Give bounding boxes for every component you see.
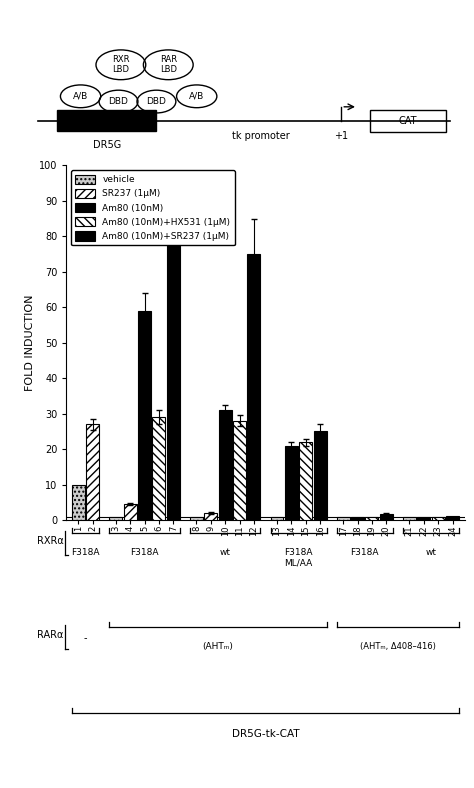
Bar <box>271 517 283 520</box>
Bar <box>219 410 232 520</box>
Bar <box>370 110 446 132</box>
Bar <box>190 517 203 520</box>
Text: DBD: DBD <box>146 97 166 106</box>
Text: -: - <box>84 633 87 642</box>
Bar <box>57 110 156 132</box>
Text: (AHTₘ, Δ408–416): (AHTₘ, Δ408–416) <box>360 642 436 651</box>
Bar <box>124 504 137 520</box>
Text: wt: wt <box>219 548 231 557</box>
Bar <box>247 254 260 520</box>
Legend: vehicle, SR237 (1μM), Am80 (10nM), Am80 (10nM)+HX531 (1μM), Am80 (10nM)+SR237 (1: vehicle, SR237 (1μM), Am80 (10nM), Am80 … <box>71 170 235 245</box>
Bar <box>285 446 298 520</box>
Text: RARα: RARα <box>37 630 64 640</box>
Bar <box>432 517 445 520</box>
Text: F318A: F318A <box>130 548 159 557</box>
Text: F318A: F318A <box>71 548 100 557</box>
Bar <box>299 442 312 520</box>
Bar <box>153 418 165 520</box>
Text: +1: +1 <box>334 131 348 141</box>
Bar <box>417 517 430 520</box>
Bar <box>204 513 217 520</box>
Text: RAR
LBD: RAR LBD <box>160 55 177 75</box>
Bar <box>109 517 122 520</box>
Text: DBD: DBD <box>109 97 128 106</box>
Bar <box>167 240 180 520</box>
Text: tk promoter: tk promoter <box>232 131 290 141</box>
Bar <box>233 421 246 520</box>
Bar <box>337 517 350 520</box>
Text: A/B: A/B <box>73 92 88 101</box>
Text: RXR
LBD: RXR LBD <box>112 55 129 75</box>
Bar <box>446 516 459 520</box>
Text: DR5G-tk-CAT: DR5G-tk-CAT <box>232 729 299 739</box>
Text: F318A
ML/AA: F318A ML/AA <box>284 548 313 567</box>
Text: A/B: A/B <box>189 92 204 101</box>
Bar <box>365 517 378 520</box>
Bar <box>380 514 393 520</box>
Text: RXRα: RXRα <box>37 536 64 546</box>
Text: F318A: F318A <box>350 548 379 557</box>
Bar <box>351 517 364 520</box>
Text: wt: wt <box>426 548 437 557</box>
Bar <box>403 517 416 520</box>
Text: (AHTₘ): (AHTₘ) <box>202 642 233 651</box>
Bar <box>314 432 327 520</box>
Bar <box>138 311 151 520</box>
Bar <box>72 485 85 520</box>
Y-axis label: FOLD INDUCTION: FOLD INDUCTION <box>25 295 35 391</box>
Text: DR5G: DR5G <box>92 140 121 151</box>
Text: CAT: CAT <box>398 116 417 126</box>
Bar <box>86 424 99 520</box>
